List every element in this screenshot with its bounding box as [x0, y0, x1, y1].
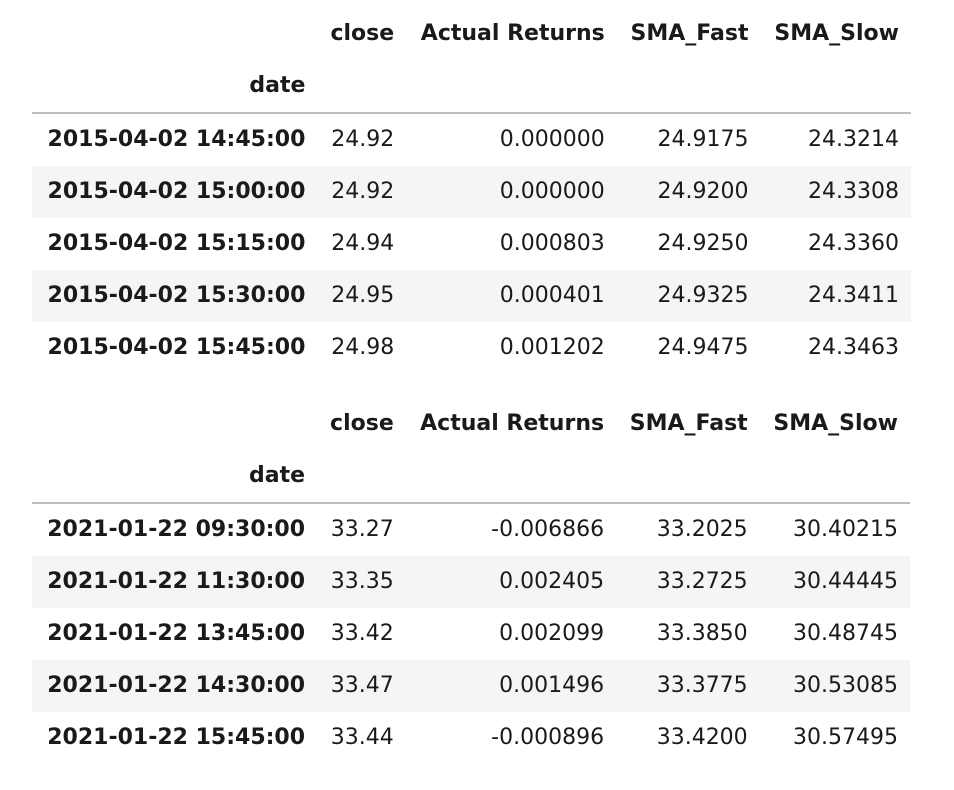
column-header-row: close Actual Returns SMA_Fast SMA_Slow [32, 398, 910, 450]
index-name-row: date [32, 60, 911, 114]
row-index-date: 2021-01-22 15:45:00 [47, 725, 306, 750]
column-header-sma-fast: SMA_Fast [629, 411, 748, 436]
column-header-sma-fast: SMA_Fast [630, 21, 749, 46]
table-row: 2015-04-02 15:45:00 24.98 0.001202 24.94… [32, 322, 911, 374]
cell-close: 24.95 [331, 283, 395, 308]
row-index-date: 2021-01-22 14:30:00 [47, 673, 306, 698]
cell-actual-returns: 0.002099 [499, 621, 605, 646]
cell-sma-fast: 24.9175 [657, 127, 749, 152]
dataframe-table-2: close Actual Returns SMA_Fast SMA_Slow d… [32, 398, 910, 764]
column-header-row: close Actual Returns SMA_Fast SMA_Slow [32, 8, 911, 60]
column-header-close: close [330, 21, 395, 46]
cell-actual-returns: 0.002405 [499, 569, 605, 594]
table-row: 2015-04-02 14:45:00 24.92 0.000000 24.91… [32, 113, 911, 166]
column-header-sma-slow: SMA_Slow [773, 411, 898, 436]
cell-sma-fast: 33.2725 [656, 569, 748, 594]
cell-sma-fast: 24.9250 [657, 231, 749, 256]
cell-actual-returns: 0.000401 [499, 283, 605, 308]
index-corner-cell [32, 8, 317, 60]
column-header-actual-returns: Actual Returns [420, 411, 605, 436]
index-name-row: date [32, 450, 910, 504]
row-index-date: 2015-04-02 14:45:00 [47, 127, 306, 152]
cell-actual-returns: -0.006866 [491, 517, 605, 542]
row-index-date: 2021-01-22 13:45:00 [47, 621, 306, 646]
cell-close: 33.44 [330, 725, 394, 750]
row-index-date: 2015-04-02 15:15:00 [47, 231, 306, 256]
cell-actual-returns: 0.000000 [499, 127, 605, 152]
cell-sma-fast: 24.9475 [657, 335, 749, 360]
table-row: 2021-01-22 13:45:00 33.42 0.002099 33.38… [32, 608, 910, 660]
cell-sma-fast: 33.3850 [656, 621, 748, 646]
table-row: 2015-04-02 15:30:00 24.95 0.000401 24.93… [32, 270, 911, 322]
cell-close: 33.42 [330, 621, 394, 646]
cell-sma-slow: 24.3411 [808, 283, 899, 308]
cell-sma-slow: 24.3214 [808, 127, 899, 152]
cell-sma-fast: 33.3775 [656, 673, 748, 698]
cell-close: 24.94 [331, 231, 395, 256]
cell-sma-slow: 30.40215 [793, 517, 898, 542]
table-row: 2021-01-22 09:30:00 33.27 -0.006866 33.2… [32, 503, 910, 556]
cell-close: 33.35 [330, 569, 394, 594]
column-header-actual-returns: Actual Returns [420, 21, 605, 46]
row-index-date: 2021-01-22 11:30:00 [47, 569, 306, 594]
table-row: 2015-04-02 15:00:00 24.92 0.000000 24.92… [32, 166, 911, 218]
cell-close: 33.47 [330, 673, 394, 698]
dataframe-table-1: close Actual Returns SMA_Fast SMA_Slow d… [32, 8, 911, 374]
row-index-date: 2021-01-22 09:30:00 [47, 517, 306, 542]
cell-close: 24.92 [331, 127, 395, 152]
index-corner-cell [32, 398, 317, 450]
table-row: 2021-01-22 14:30:00 33.47 0.001496 33.37… [32, 660, 910, 712]
cell-sma-slow: 24.3360 [808, 231, 899, 256]
cell-sma-slow: 24.3463 [808, 335, 899, 360]
column-header-close: close [330, 411, 394, 436]
table-header: close Actual Returns SMA_Fast SMA_Slow d… [32, 8, 911, 114]
table-body: 2015-04-02 14:45:00 24.92 0.000000 24.91… [32, 113, 911, 374]
cell-sma-fast: 33.4200 [656, 725, 748, 750]
cell-sma-slow: 30.53085 [793, 673, 898, 698]
table-header: close Actual Returns SMA_Fast SMA_Slow d… [32, 398, 910, 504]
row-index-date: 2015-04-02 15:30:00 [47, 283, 306, 308]
cell-sma-slow: 30.44445 [793, 569, 898, 594]
table-row: 2015-04-02 15:15:00 24.94 0.000803 24.92… [32, 218, 911, 270]
cell-sma-slow: 24.3308 [808, 179, 899, 204]
cell-sma-fast: 24.9200 [657, 179, 749, 204]
table-row: 2021-01-22 15:45:00 33.44 -0.000896 33.4… [32, 712, 910, 764]
column-header-sma-slow: SMA_Slow [774, 21, 899, 46]
table-row: 2021-01-22 11:30:00 33.35 0.002405 33.27… [32, 556, 910, 608]
cell-actual-returns: 0.000000 [499, 179, 605, 204]
cell-close: 24.92 [331, 179, 395, 204]
row-index-date: 2015-04-02 15:45:00 [47, 335, 306, 360]
cell-sma-slow: 30.57495 [793, 725, 898, 750]
index-name-label: date [32, 450, 318, 504]
cell-close: 33.27 [330, 517, 394, 542]
row-index-date: 2015-04-02 15:00:00 [47, 179, 306, 204]
table-body: 2021-01-22 09:30:00 33.27 -0.006866 33.2… [32, 503, 910, 764]
index-name-label: date [32, 60, 318, 114]
cell-actual-returns: 0.001202 [499, 335, 605, 360]
cell-sma-fast: 33.2025 [656, 517, 748, 542]
cell-sma-slow: 30.48745 [793, 621, 898, 646]
cell-sma-fast: 24.9325 [657, 283, 749, 308]
cell-actual-returns: 0.000803 [499, 231, 605, 256]
cell-actual-returns: 0.001496 [499, 673, 605, 698]
cell-actual-returns: -0.000896 [491, 725, 605, 750]
cell-close: 24.98 [331, 335, 395, 360]
